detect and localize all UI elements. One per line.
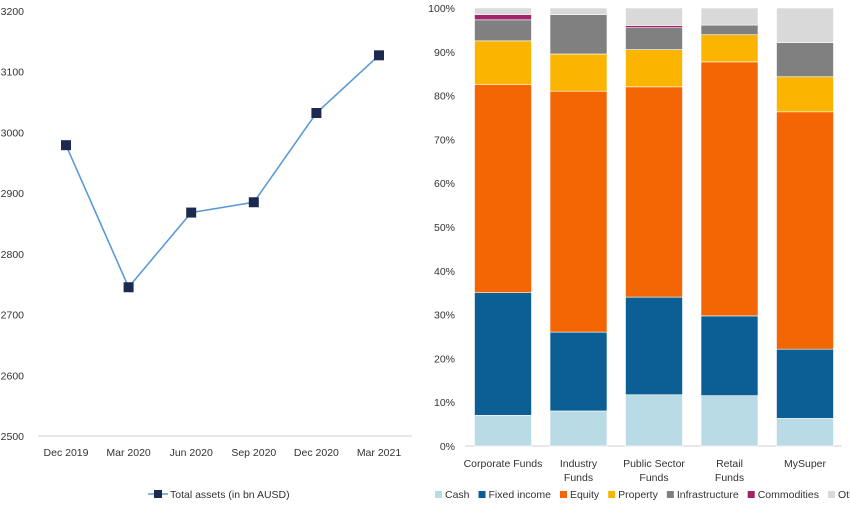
- legend-marker-sample: [154, 490, 162, 498]
- x-tick-label: Dec 2020: [294, 447, 339, 459]
- bar-segment-infrastructure: [625, 27, 683, 50]
- x-tick-label: Industry: [560, 458, 598, 470]
- legend-swatch: [559, 491, 567, 498]
- bar-segment-cash: [474, 415, 532, 447]
- y-tick-label: 90%: [434, 47, 455, 59]
- bar-segment-other: [700, 7, 759, 26]
- data-point-marker: [248, 197, 259, 208]
- x-tick-label: Jun 2020: [170, 447, 213, 459]
- x-tick-label: Sep 2020: [231, 447, 276, 459]
- legend-label: Other: [838, 489, 850, 501]
- legend-label-total-assets: Total assets (in bn AUSD): [170, 489, 290, 501]
- bar-segment-cash: [776, 418, 834, 447]
- y-tick-label: 2500: [1, 431, 25, 443]
- bar-segment-other: [625, 7, 683, 26]
- bar-segment-property: [549, 53, 608, 92]
- total-assets-line: [65, 54, 380, 289]
- x-tick-label: Mar 2021: [357, 447, 402, 459]
- y-tick-label: 50%: [434, 222, 455, 234]
- bar-segment-cash: [700, 395, 759, 447]
- data-point-marker: [61, 140, 71, 151]
- x-tick-label: Retail: [716, 458, 743, 470]
- bar-segment-fixed-income: [700, 315, 759, 396]
- line-chart-y-axis: 2500 2600 2700 2800 2900 3000 3100 3200: [1, 6, 25, 443]
- bar-segment-property: [700, 34, 759, 63]
- legend-swatch: [747, 491, 755, 498]
- bar-segment-property: [474, 40, 532, 85]
- bar-segment-infrastructure: [776, 42, 834, 78]
- bar-segment-fixed-income: [549, 331, 608, 412]
- y-tick-label: 60%: [434, 178, 455, 190]
- legend-label: Infrastructure: [677, 489, 739, 501]
- bar-segment-cash: [549, 410, 608, 447]
- y-tick-label: 80%: [434, 91, 455, 103]
- bar-chart-bars: [474, 7, 834, 447]
- bar-segment-fixed-income: [474, 292, 532, 416]
- legend-label: Fixed income: [489, 489, 552, 501]
- data-point-marker: [311, 108, 322, 118]
- line-chart-x-tick-labels: Dec 2019 Mar 2020 Jun 2020 Sep 2020 Dec 2020…: [44, 447, 402, 459]
- line-chart: 2500 2600 2700 2800 2900 3000 3100 3200 Dec 201…: [1, 6, 412, 501]
- bar-segment-other: [549, 7, 608, 15]
- legend-swatch: [827, 491, 835, 498]
- legend-swatch: [478, 491, 486, 498]
- y-tick-label: 2600: [1, 370, 25, 382]
- legend-label: Commodities: [758, 489, 819, 501]
- bar-segment-other: [776, 7, 834, 43]
- bar-segment-cash: [625, 394, 683, 447]
- bar-segment-infrastructure: [474, 19, 532, 42]
- y-tick-label: 20%: [434, 353, 455, 365]
- bar-segment-equity: [625, 86, 683, 298]
- legend-label: Cash: [445, 489, 470, 501]
- legend-label: Equity: [570, 489, 600, 501]
- bar-chart-legend: Cash Fixed income Equity Property Infrastruc…: [435, 489, 850, 501]
- stacked-bar-chart: 0% 10% 20% 30% 40% 50% 60% 70% 80% 90% 100% Corpor…: [428, 3, 850, 501]
- bar-segment-commodities: [474, 14, 532, 21]
- bar-chart-y-axis: 0% 10% 20% 30% 40% 50% 60% 70% 80% 90% 100%: [428, 3, 455, 453]
- y-tick-label: 3100: [1, 67, 25, 79]
- bar-segment-equity: [549, 90, 608, 333]
- legend-swatch: [608, 491, 616, 498]
- data-point-marker: [123, 282, 134, 293]
- y-tick-label: 2800: [1, 249, 25, 261]
- legend-label: Property: [618, 489, 658, 501]
- bar-segment-equity: [700, 61, 759, 317]
- x-tick-label: MySuper: [784, 458, 827, 470]
- bar-segment-fixed-income: [776, 348, 834, 419]
- bar-segment-commodities: [625, 25, 683, 29]
- y-tick-label: 2900: [1, 188, 25, 200]
- legend-swatch: [435, 491, 442, 498]
- bar-segment-property: [625, 49, 683, 88]
- line-chart-legend: Total assets (in bn AUSD): [148, 489, 290, 501]
- x-tick-label: Public Sector: [623, 458, 685, 470]
- x-tick-label: Funds: [639, 472, 668, 484]
- bar-segment-infrastructure: [549, 14, 608, 55]
- data-point-marker: [186, 207, 197, 218]
- bar-segment-infrastructure: [700, 24, 759, 36]
- x-tick-label: Dec 2019: [44, 447, 89, 459]
- x-tick-label: Funds: [564, 472, 593, 484]
- bar-segment-equity: [474, 84, 532, 294]
- y-tick-label: 70%: [434, 134, 455, 146]
- data-point-marker: [374, 50, 384, 61]
- y-tick-label: 3200: [1, 6, 25, 18]
- legend-swatch: [666, 491, 674, 498]
- bar-segment-other: [474, 7, 532, 15]
- y-tick-label: 40%: [434, 266, 455, 278]
- line-chart-points: [61, 50, 384, 293]
- x-tick-label: Funds: [715, 472, 744, 484]
- y-tick-label: 0%: [440, 441, 455, 453]
- x-tick-label: Corporate Funds: [464, 458, 543, 470]
- y-tick-label: 10%: [434, 397, 455, 409]
- bar-chart-x-tick-labels: Corporate Funds Industry Funds Public Secto…: [464, 458, 827, 484]
- bar-segment-fixed-income: [625, 296, 683, 396]
- y-tick-label: 2700: [1, 310, 25, 322]
- bar-segment-equity: [776, 111, 834, 350]
- y-tick-label: 100%: [428, 3, 455, 15]
- x-tick-label: Mar 2020: [106, 447, 151, 459]
- y-tick-label: 30%: [434, 310, 455, 322]
- y-tick-label: 3000: [1, 127, 25, 139]
- bar-segment-property: [776, 76, 834, 113]
